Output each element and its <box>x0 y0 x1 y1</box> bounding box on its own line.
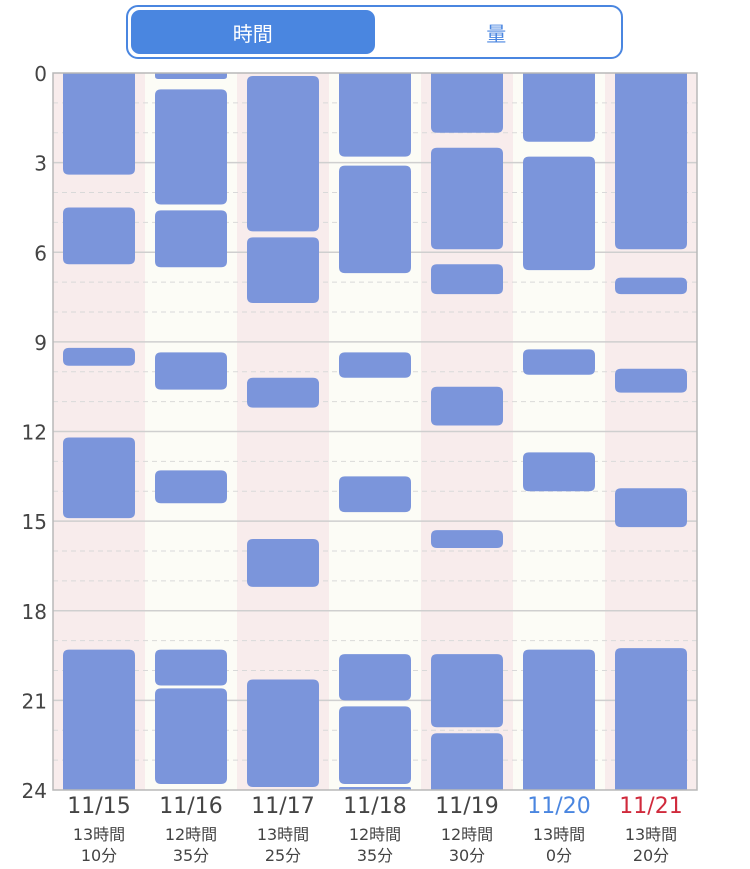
sleep-block <box>431 733 503 790</box>
day-total-label: 20分 <box>633 846 669 865</box>
sleep-block <box>523 156 595 271</box>
day-total-label: 12時間 <box>349 825 401 844</box>
y-tick-label: 15 <box>22 510 47 534</box>
y-tick-label: 9 <box>34 331 47 355</box>
sleep-block <box>523 349 595 375</box>
sleep-block <box>523 73 595 142</box>
day-date-label: 11/18 <box>343 794 406 819</box>
day-total-label: 12時間 <box>165 825 217 844</box>
sleep-block <box>155 210 227 268</box>
sleep-block <box>63 207 135 265</box>
sleep-block <box>63 649 135 790</box>
sleep-block <box>339 706 411 785</box>
y-tick-label: 21 <box>22 689 47 713</box>
day-total-label: 13時間 <box>533 825 585 844</box>
sleep-block <box>247 377 319 408</box>
day-total-label: 13時間 <box>257 825 309 844</box>
day-total-label: 35分 <box>173 846 209 865</box>
y-tick-label: 12 <box>22 421 47 445</box>
sleep-block <box>63 437 135 519</box>
y-tick-label: 3 <box>34 152 47 176</box>
sleep-block <box>247 75 319 232</box>
sleep-block <box>155 688 227 785</box>
day-total-label: 35分 <box>357 846 393 865</box>
y-tick-label: 18 <box>22 600 47 624</box>
sleep-block <box>431 654 503 728</box>
sleep-block <box>431 386 503 426</box>
sleep-block <box>339 476 411 513</box>
sleep-block <box>155 89 227 205</box>
y-tick-label: 24 <box>22 779 47 803</box>
day-date-label: 11/15 <box>67 794 130 819</box>
sleep-block <box>339 165 411 274</box>
sleep-block <box>431 147 503 250</box>
day-total-label: 25分 <box>265 846 301 865</box>
sleep-block <box>63 347 135 366</box>
sleep-block <box>155 352 227 390</box>
sleep-block <box>339 654 411 701</box>
day-total-label: 0分 <box>546 846 572 865</box>
day-date-label: 11/16 <box>159 794 222 819</box>
sleep-block <box>63 73 135 175</box>
sleep-block <box>247 539 319 587</box>
day-total-label: 30分 <box>449 846 485 865</box>
day-total-label: 10分 <box>81 846 117 865</box>
day-total-label: 13時間 <box>625 825 677 844</box>
tab-time[interactable]: 時間 <box>131 10 375 54</box>
y-tick-label: 6 <box>34 241 47 265</box>
y-tick-label: 0 <box>34 62 47 86</box>
day-date-label: 11/19 <box>435 794 498 819</box>
sleep-block <box>155 73 227 79</box>
day-date-label: 11/20 <box>527 794 590 819</box>
sleep-block <box>431 530 503 549</box>
plot-frame <box>52 72 698 791</box>
sleep-block <box>615 277 687 295</box>
sleep-block <box>155 649 227 686</box>
day-date-label: 11/21 <box>619 794 682 819</box>
sleep-block <box>615 488 687 528</box>
sleep-block <box>431 73 503 133</box>
day-date-label: 11/17 <box>251 794 314 819</box>
day-total-label: 12時間 <box>441 825 493 844</box>
sleep-block <box>523 649 595 790</box>
sleep-block <box>339 73 411 157</box>
sleep-block <box>155 470 227 504</box>
sleep-block <box>431 264 503 295</box>
sleep-block <box>615 73 687 250</box>
sleep-block <box>523 452 595 492</box>
day-total-label: 13時間 <box>73 825 125 844</box>
sleep-block <box>615 648 687 790</box>
sleep-block <box>247 237 319 304</box>
sleep-block <box>247 679 319 788</box>
sleep-block <box>615 368 687 393</box>
sleep-block <box>339 352 411 378</box>
view-toggle: 時間 量 <box>126 5 623 59</box>
tab-amount[interactable]: 量 <box>486 21 507 46</box>
